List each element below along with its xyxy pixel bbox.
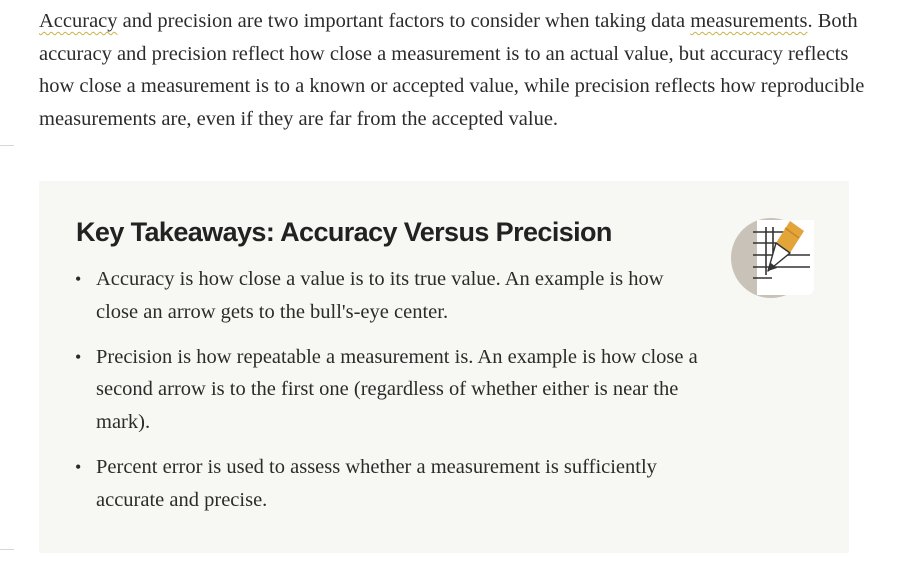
measurements-link[interactable]: measurements xyxy=(690,10,808,32)
takeaway-item: • Precision is how repeatable a measurem… xyxy=(75,341,706,439)
bullet-icon: • xyxy=(75,269,82,289)
key-takeaways-title: Key Takeaways: Accuracy Versus Precision xyxy=(76,217,612,247)
bullet-icon: • xyxy=(75,346,82,367)
page-edge-mark-bottom xyxy=(0,549,14,550)
takeaway-text: Precision is how repeatable a measuremen… xyxy=(96,345,698,433)
takeaway-text: Percent error is used to assess whether … xyxy=(96,455,657,511)
bullet-icon: • xyxy=(75,456,82,477)
key-takeaways-list: • Accuracy is how close a value is to it… xyxy=(75,263,706,529)
intro-text-2: . Both accuracy and precision reflect ho… xyxy=(39,10,865,130)
notepad-pencil-icon xyxy=(731,218,814,298)
intro-text-1: and precision are two important factors … xyxy=(117,10,691,32)
takeaway-item: • Percent error is used to assess whethe… xyxy=(75,451,706,516)
key-takeaways-box: Key Takeaways: Accuracy Versus Precision… xyxy=(39,181,849,553)
intro-paragraph: Accuracy and precision are two important… xyxy=(39,5,869,135)
page-edge-mark-top xyxy=(0,145,14,146)
accuracy-link[interactable]: Accuracy xyxy=(39,10,118,32)
takeaway-item: • Accuracy is how close a value is to it… xyxy=(75,263,706,328)
takeaway-text: Accuracy is how close a value is to its … xyxy=(96,268,664,323)
